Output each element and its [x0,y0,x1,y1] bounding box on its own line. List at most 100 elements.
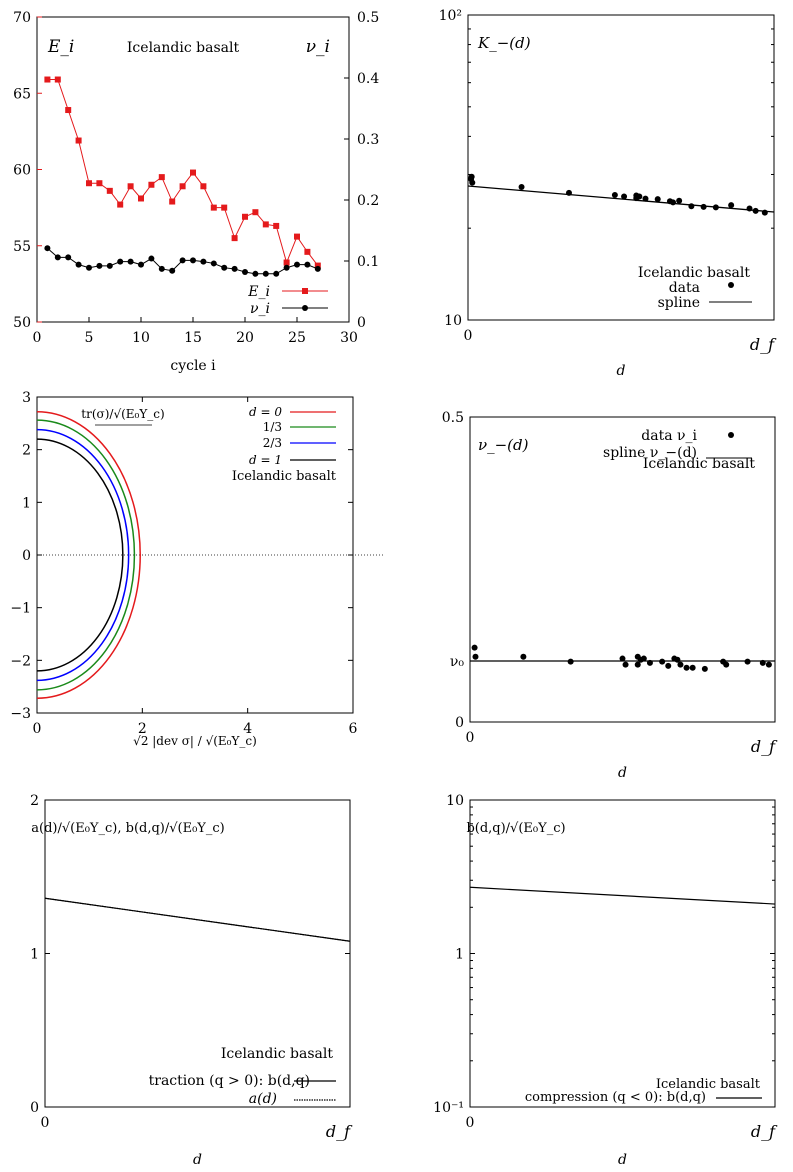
data-point [676,197,683,204]
data-point [683,664,690,671]
legend-label: d = 1 [249,453,282,467]
data-point-nu [158,265,165,272]
legend-label-a: a(d) [249,1091,277,1107]
data-point-nu [262,270,269,277]
data-point [472,653,479,660]
y-right-axis-label: ν_i [306,37,330,57]
y-tick-label: −1 [10,601,31,617]
x-axis-label: cycle i [170,358,216,374]
x-tick-label: 4 [243,721,252,737]
plot-frame [36,16,350,323]
y-left-tick-label: 55 [13,239,31,255]
yield-surface-curve [36,428,130,682]
series-line [469,886,776,905]
legend-label-data: data [669,280,700,296]
data-point [520,653,527,660]
data-point-nu [86,264,92,271]
y-left-tick-label: 65 [13,86,31,102]
material-label: Icelandic basalt [221,1046,334,1062]
x-tick-label: 10 [132,330,150,346]
data-point-nu [231,265,238,272]
panel-traction-coefficients: 0 1 2 0 d_fd a(d)/√(E₀Y_c), b(d,q)/√(E₀Y_c) Ic… [30,793,353,1168]
data-point [611,191,618,198]
data-point-nu [314,265,321,272]
x-tick-label: 20 [236,330,254,346]
legend-label-E: E_i [247,284,270,300]
chart-title: ν_−(d) [478,436,529,454]
x-axis-label: d [617,363,626,379]
data-point [723,661,730,668]
plot-frame [469,799,776,1108]
data-point-nu [179,257,186,264]
material-label: Icelandic basalt [638,265,751,281]
y-left-tick-label: 60 [13,163,31,179]
panel-compression-coefficient: 10⁻¹ 1 10 0 d_fd b(d,q)/√(E₀Y_c) Icelandic bas… [433,793,778,1168]
y-tick-label: 10⁻¹ [433,1100,464,1116]
x-tick-label: 0 [41,1115,50,1131]
y-right-tick-label: 0.5 [357,10,379,26]
material-label: Icelandic basalt [232,469,337,484]
data-point-nu [221,264,228,271]
plot-frame [467,14,775,321]
data-point-E [210,204,217,211]
data-point [469,179,476,186]
series-line [44,897,351,942]
data-point-nu [106,262,113,269]
data-point [565,189,572,196]
legend-label: 2/3 [263,436,282,450]
legend-label-data: data ν_i [641,428,697,444]
legend-label: 1/3 [263,420,282,434]
x-axis-label: d [193,1152,202,1168]
x-tick-label: d_f [326,1122,353,1141]
material-label: Icelandic basalt [656,1077,761,1092]
data-point [688,203,695,210]
panel-elastic-modulus-poisson: 0 5 10 15 20 25 30 50 55 60 65 70 0 0.1 0.2 0.3 0.4 0.5 cy… [13,10,379,374]
yield-surface-curve [36,419,136,691]
data-point [761,209,768,216]
data-point-E [221,204,228,211]
legend-label-nu: ν_i [250,301,270,317]
y-tick-label: −3 [10,706,31,722]
data-point [746,205,753,212]
y-tick-label: 2 [30,793,39,809]
y-right-tick-label: 0.1 [357,254,379,270]
data-point-E [231,235,238,242]
data-point [634,661,641,668]
y-tick-label: 0 [22,548,31,564]
data-point-nu [169,267,176,274]
y-nu0-tick-label: ν₀ [450,654,465,670]
data-point [518,183,525,190]
data-point-nu [252,270,259,277]
data-point-E [200,183,207,190]
data-point-E [44,76,51,83]
data-point-nu [44,245,51,252]
y-right-tick-label: 0.4 [357,71,379,87]
y-tick-label: 1 [30,947,39,963]
data-point-E [54,76,61,83]
y-tick-label: 1 [22,495,31,511]
legend-label-spline: spline ν_−(d) [603,445,697,461]
y-left-tick-label: 70 [13,10,31,26]
spline-line [467,185,775,213]
y-tick-label: 3 [22,390,31,406]
x-tick-label: 30 [340,330,358,346]
data-point-E [294,233,300,240]
data-point [654,196,661,203]
data-point-nu [117,258,124,265]
legend-label: d = 0 [249,405,282,419]
data-point-E [190,169,196,176]
y-tick-label: 1 [455,947,464,963]
y-tick-label: −2 [10,653,31,669]
data-point-nu [138,261,144,268]
y-left-axis-label: E_i [47,37,74,57]
data-point-nu [75,261,82,268]
data-point-nu [65,254,72,261]
panel-bulk-modulus: 10 10² 0 d_fd K_−(d) Icelandic basaltdataspli… [439,8,778,379]
material-label: Icelandic basalt [643,456,756,472]
y-tick-label: 2 [22,443,31,459]
legend-marker-data [728,432,734,438]
data-point-E [304,248,311,255]
data-point [759,659,766,666]
